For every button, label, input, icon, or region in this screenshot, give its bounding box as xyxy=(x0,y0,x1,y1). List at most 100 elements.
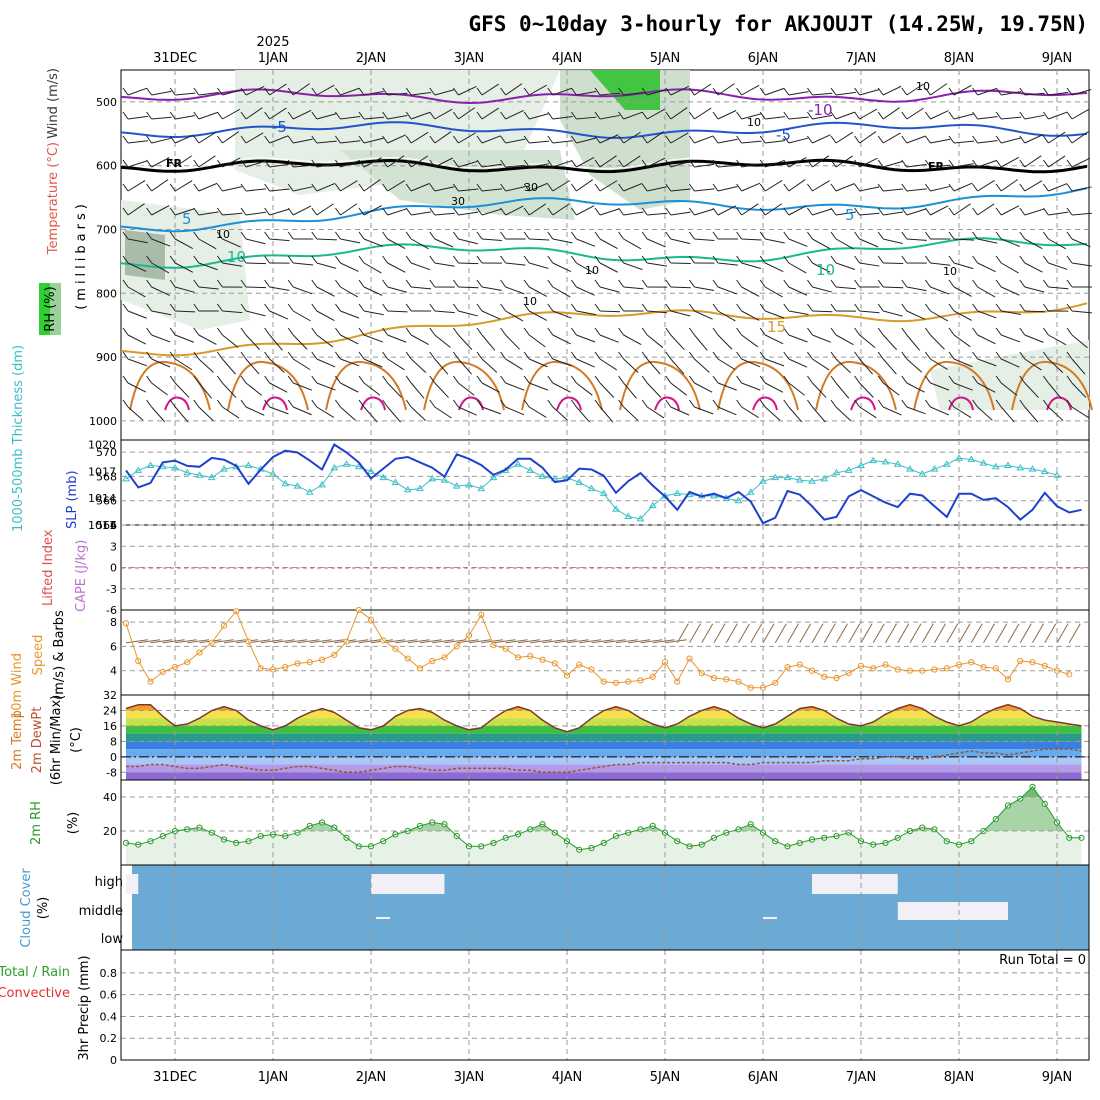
upper-wind-barb-flag xyxy=(759,207,766,216)
upper-wind-barb xyxy=(505,186,526,192)
upper-wind-barb xyxy=(151,137,172,144)
upper-wind-barb xyxy=(930,334,945,350)
thickness-slp-grid xyxy=(121,440,1089,526)
upper-wind-barb-flag xyxy=(570,351,577,360)
bottom-date-label: 31DEC xyxy=(153,1070,197,1085)
upper-wind-barb xyxy=(1000,358,1020,368)
upper-wind-barb xyxy=(198,92,219,96)
upper-wind-barb-flag xyxy=(523,399,530,408)
upper-wind-barb-flag xyxy=(1042,279,1049,288)
upper-wind-barb xyxy=(576,262,594,274)
upper-wind-barb xyxy=(1000,382,1018,396)
upper-wind-barb xyxy=(812,134,831,144)
wind10m-barb xyxy=(591,639,614,644)
upper-wind-barb xyxy=(387,180,405,192)
upper-wind-barb-flag xyxy=(948,255,955,264)
upper-wind-barb-flag xyxy=(830,135,837,144)
upper-wind-barb xyxy=(363,382,381,396)
upper-wind-barb xyxy=(245,238,266,245)
upper-wind-barb-flag xyxy=(452,279,459,288)
upper-wind-barb xyxy=(198,155,216,168)
axis-tick-label: 0 xyxy=(110,562,117,575)
upper-wind-barb-flag xyxy=(712,159,719,168)
rh2m-area-veryhigh xyxy=(126,786,1082,797)
upper-wind-barb-flag xyxy=(618,327,625,336)
upper-wind-barb xyxy=(599,114,620,120)
upper-wind-barb xyxy=(765,116,786,120)
upper-wind-barb-flag xyxy=(948,159,955,168)
upper-wind-barb xyxy=(552,203,570,216)
upper-wind-barb-flag xyxy=(122,303,129,312)
upper-wind-barb-flag xyxy=(476,279,483,288)
upper-wind-barb-flag xyxy=(334,351,341,360)
upper-wind-barb xyxy=(835,111,855,120)
upper-wind-barb-flag xyxy=(358,231,365,240)
wind10m-barb xyxy=(836,623,848,644)
upper-wind-barb xyxy=(646,358,661,375)
upper-wind-barb-flag xyxy=(287,327,294,336)
upper-wind-barb xyxy=(930,310,949,322)
upper-wind-barb xyxy=(977,286,996,298)
upper-wind-barb-flag xyxy=(712,327,719,336)
upper-wind-barb xyxy=(245,334,260,350)
upper-wind-barb-flag xyxy=(405,351,412,360)
upper-wind-barb xyxy=(292,83,310,96)
upper-wind-barb xyxy=(694,334,708,351)
top-date-label: 2JAN xyxy=(356,51,387,66)
upper-wind-barb xyxy=(293,406,312,416)
upper-wind-barb-flag xyxy=(641,231,648,240)
upper-wind-barb xyxy=(977,160,997,168)
upper-wind-barb-flag xyxy=(523,255,530,264)
upper-wind-barb xyxy=(1048,382,1062,399)
upper-wind-barb-flag xyxy=(736,231,743,240)
upper-wind-barb-flag xyxy=(405,111,412,120)
upper-wind-barb xyxy=(859,89,879,96)
upper-wind-barb xyxy=(387,310,408,313)
contour-label-plus5-a: 5 xyxy=(182,210,192,228)
wind10m-barb xyxy=(970,623,983,644)
chart-title: GFS 0~10day 3-hourly for AKJOUJT (14.25W… xyxy=(468,12,1088,36)
upper-wind-barb-flag xyxy=(240,327,247,336)
pressure-tick-label: 700 xyxy=(96,223,117,236)
upper-wind-barb xyxy=(269,286,290,291)
wind10m-barb xyxy=(1019,623,1032,644)
wind10m-barb xyxy=(566,639,589,644)
wind10m-barb xyxy=(309,639,332,644)
upper-wind-barb xyxy=(576,382,593,396)
upper-wind-barb xyxy=(906,83,924,96)
upper-wind-barb-flag xyxy=(358,279,365,288)
wind10m-barbs xyxy=(125,623,1081,644)
upper-wind-barb-flag xyxy=(547,183,554,192)
upper-wind-barb-flag xyxy=(193,207,200,216)
upper-wind-barb-flag xyxy=(877,303,884,312)
upper-wind-barb xyxy=(505,310,524,322)
upper-wind-barb xyxy=(387,286,408,293)
upper-wind-barb-flag xyxy=(759,351,766,360)
bottom-date-label: 6JAN xyxy=(748,1070,779,1085)
upper-wind-barb-flag xyxy=(594,351,601,360)
upper-wind-barb xyxy=(859,310,880,314)
upper-wind-barb xyxy=(1000,262,1019,274)
upper-wind-barb-flag xyxy=(712,399,719,408)
upper-wind-barb-flag xyxy=(688,375,695,384)
upper-wind-barb xyxy=(529,238,550,241)
upper-wind-barb-flag xyxy=(854,255,861,264)
upper-wind-barb-flag xyxy=(736,279,743,288)
upper-wind-barb-flag xyxy=(948,135,955,144)
axis-tick-label: 0 xyxy=(110,1054,117,1067)
upper-wind-barb-flag xyxy=(500,351,507,360)
upper-wind-barb-flag xyxy=(877,87,884,96)
upper-wind-barb-flag xyxy=(122,351,129,360)
upper-wind-barb-flag xyxy=(382,207,389,216)
upper-wind-barb-flag xyxy=(240,135,247,144)
axis-tick-label: 8 xyxy=(110,616,117,629)
upper-wind-barb xyxy=(765,310,785,319)
upper-wind-barb-flag xyxy=(452,375,459,384)
upper-wind-barb xyxy=(198,334,217,345)
upper-wind-barb-flag xyxy=(570,231,577,240)
upper-wind-barb xyxy=(363,179,381,192)
upper-wind-barb-flag xyxy=(193,135,200,144)
upper-wind-barb-flag xyxy=(736,111,743,120)
upper-wind-barb-flag xyxy=(500,207,507,216)
label-2m-dewpt: 2m DewPt xyxy=(30,707,45,774)
